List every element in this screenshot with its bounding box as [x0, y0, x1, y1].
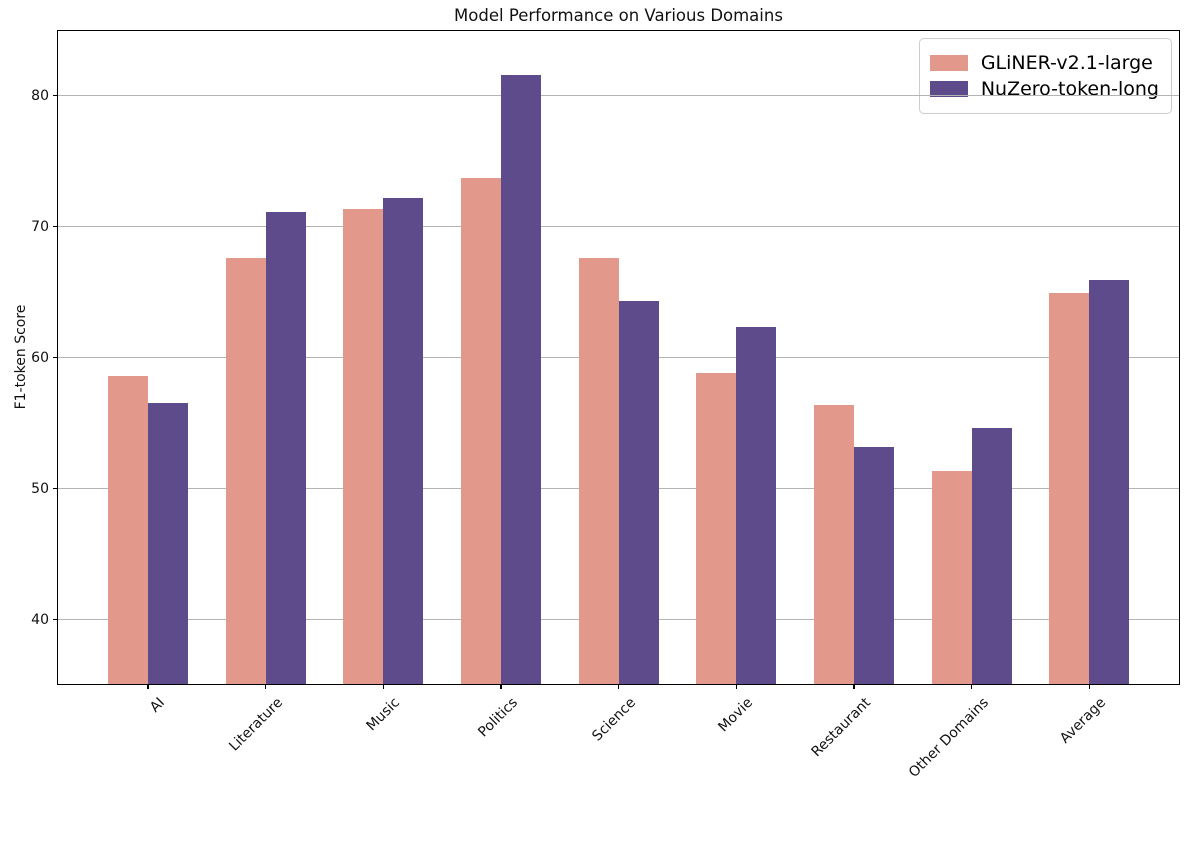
legend-label: GLiNER-v2.1-large — [980, 52, 1153, 74]
bar-NuZero-token-long — [383, 197, 424, 684]
gridline — [58, 226, 1179, 227]
bar-NuZero-token-long — [1089, 280, 1130, 684]
y-axis-tick-label: 50 — [31, 480, 49, 497]
x-tick-mark — [264, 685, 267, 689]
y-tick-mark — [53, 618, 57, 621]
bar-GLiNER-v2.1-large — [696, 373, 737, 684]
bar-GLiNER-v2.1-large — [931, 471, 972, 684]
y-axis-tick-label: 70 — [31, 218, 49, 235]
y-tick-mark — [53, 94, 57, 97]
gridline — [58, 95, 1179, 96]
x-tick-mark — [617, 685, 620, 689]
bar-NuZero-token-long — [500, 74, 541, 684]
legend-entry: NuZero-token-long — [929, 78, 1159, 100]
bar-GLiNER-v2.1-large — [225, 257, 266, 684]
bar-GLiNER-v2.1-large — [343, 209, 384, 684]
bar-GLiNER-v2.1-large — [813, 404, 854, 684]
x-tick-mark — [382, 685, 384, 689]
x-tick-mark — [735, 685, 737, 689]
x-tick-mark — [1088, 685, 1090, 689]
chart-title: Model Performance on Various Domains — [454, 6, 783, 25]
bar-NuZero-token-long — [618, 301, 659, 684]
x-tick-mark — [970, 685, 973, 689]
bar-NuZero-token-long — [971, 428, 1012, 684]
y-axis-tick-label: 40 — [31, 611, 49, 628]
bar-NuZero-token-long — [853, 446, 894, 684]
bar-GLiNER-v2.1-large — [108, 375, 148, 684]
bar-GLiNER-v2.1-large — [1049, 293, 1090, 684]
bar-NuZero-token-long — [148, 403, 188, 684]
y-tick-mark — [53, 356, 57, 359]
x-tick-mark — [147, 685, 149, 689]
figure: Model Performance on Various Domains F1-… — [13, 6, 1180, 781]
y-tick-mark — [53, 225, 57, 228]
y-tick-mark — [53, 487, 57, 490]
bar-GLiNER-v2.1-large — [578, 257, 619, 684]
legend-entry: GLiNER-v2.1-large — [929, 52, 1159, 74]
y-axis-tick-label: 60 — [31, 349, 49, 366]
legend: GLiNER-v2.1-large NuZero-token-long — [918, 38, 1172, 114]
y-axis-tick-label: 80 — [31, 87, 49, 104]
bar-NuZero-token-long — [736, 327, 777, 684]
legend-swatch-icon — [929, 81, 968, 97]
bar-GLiNER-v2.1-large — [460, 178, 501, 684]
x-tick-mark — [853, 685, 855, 689]
legend-label: NuZero-token-long — [980, 78, 1159, 100]
bar-NuZero-token-long — [265, 212, 306, 684]
legend-swatch-icon — [929, 55, 968, 71]
x-tick-mark — [500, 685, 502, 689]
